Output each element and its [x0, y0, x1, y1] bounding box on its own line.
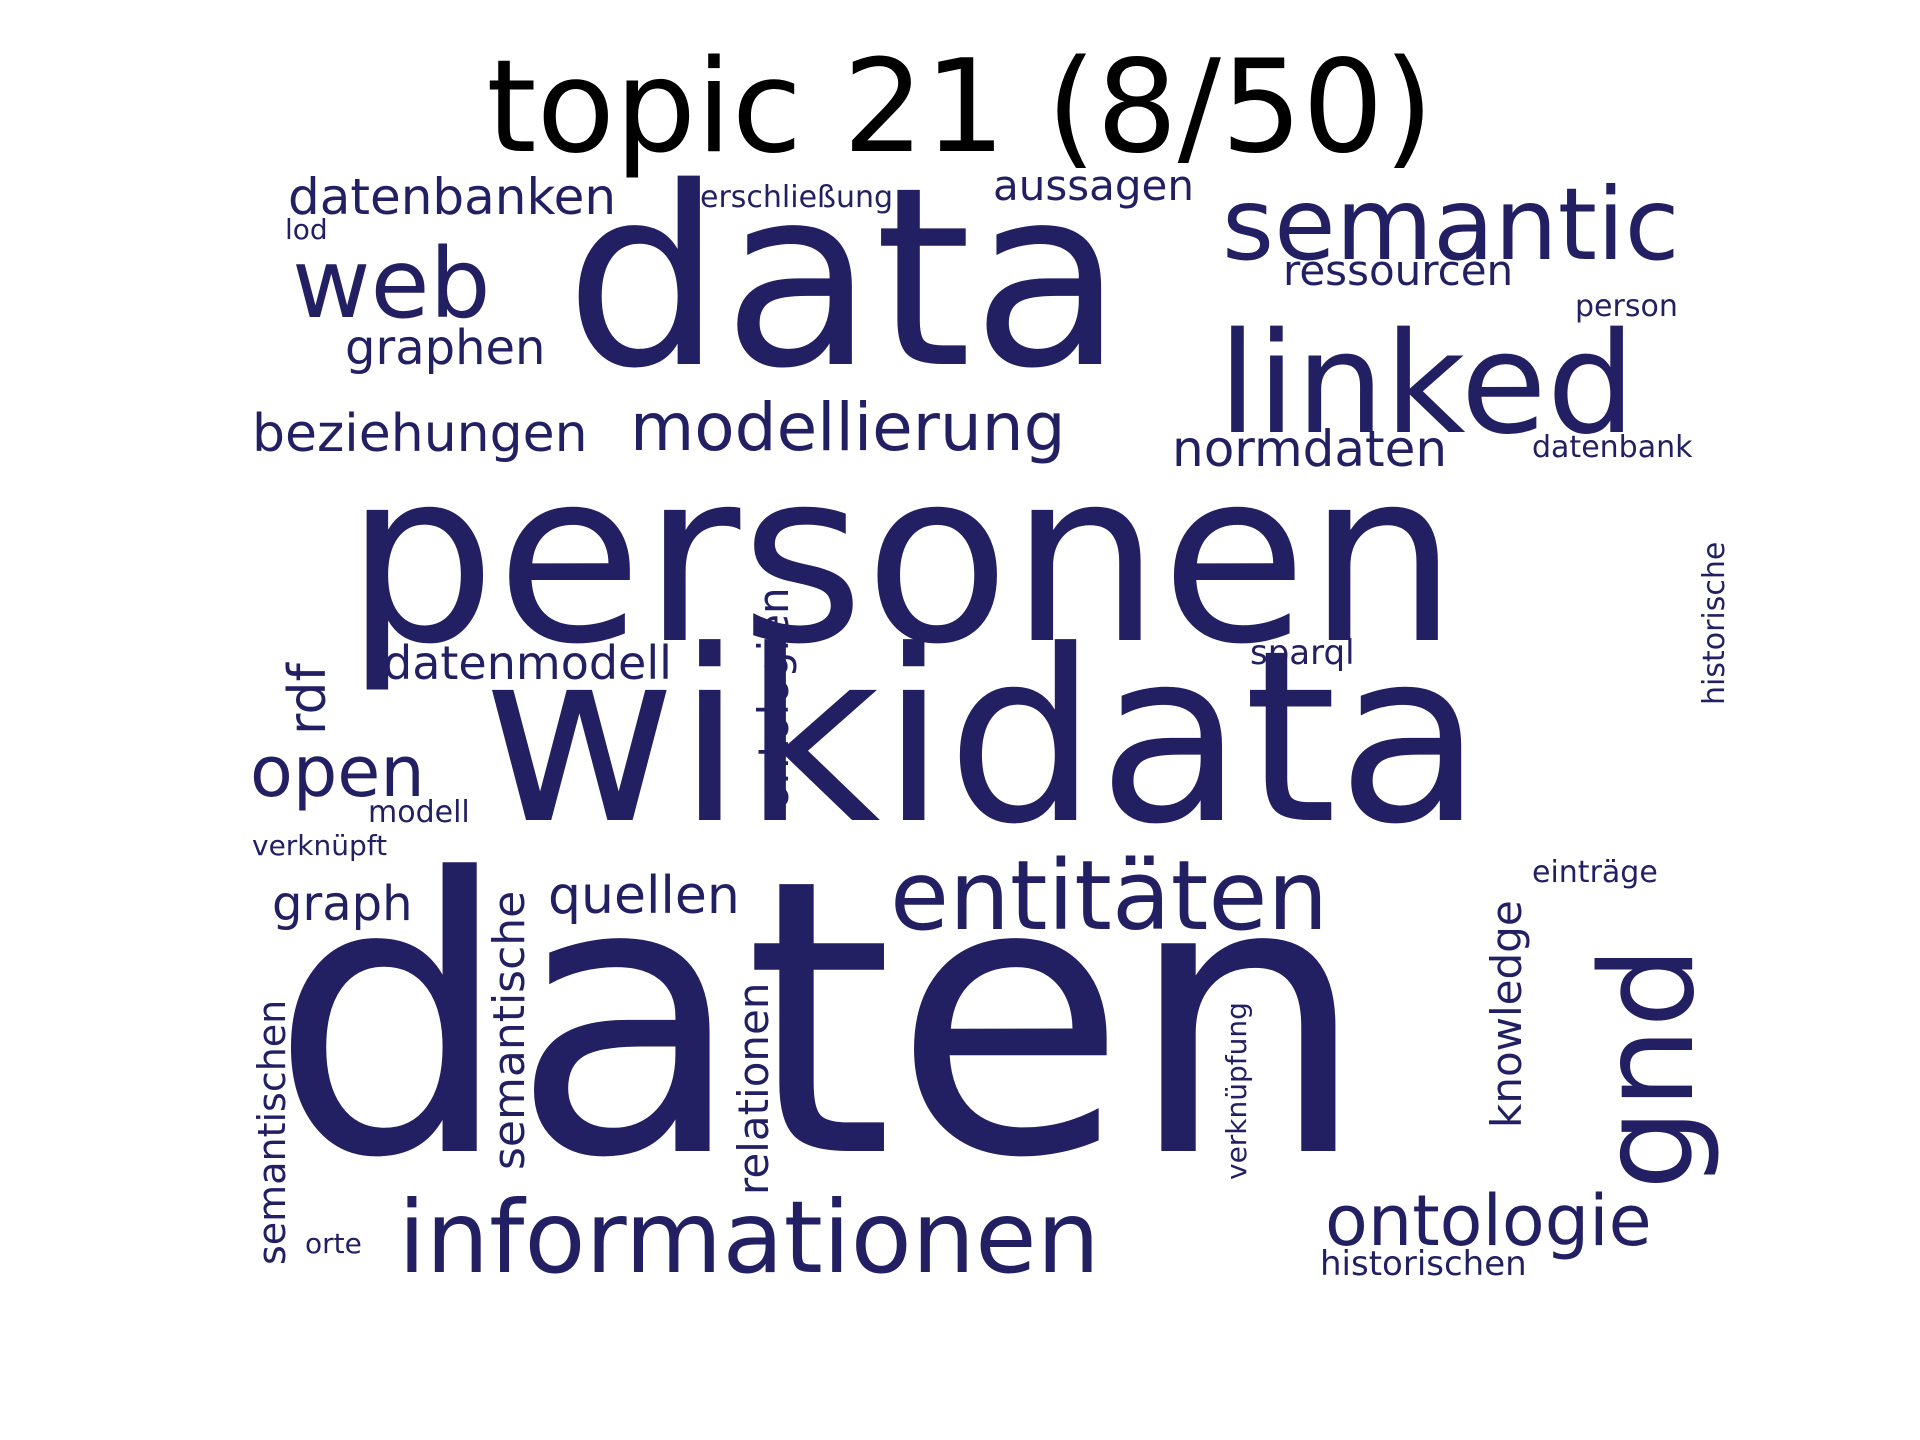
word-datenbanken: datenbanken: [288, 168, 617, 226]
word-wikidata: wikidata: [482, 600, 1483, 877]
word-aussagen: aussagen: [993, 161, 1194, 210]
word-data: data: [565, 135, 1124, 423]
word-person: person: [1575, 289, 1678, 324]
word-open: open: [250, 731, 425, 813]
word-orte: orte: [305, 1227, 362, 1260]
word-eintraege: einträge: [1532, 855, 1658, 890]
word-ontologie: ontologie: [1325, 1180, 1652, 1262]
word-historische: historische: [1697, 541, 1732, 705]
word-linked: linked: [1218, 303, 1636, 466]
word-normdaten: normdaten: [1172, 420, 1448, 478]
word-datenmodell: datenmodell: [383, 636, 672, 690]
word-graph: graph: [272, 876, 413, 932]
word-semantische: semantische: [484, 890, 535, 1170]
word-daten: daten: [270, 798, 1368, 1241]
chart-title: topic 21 (8/50): [486, 33, 1434, 182]
word-informationen: informationen: [398, 1179, 1101, 1296]
word-rdf: rdf: [278, 663, 338, 735]
word-gnd: gnd: [1574, 946, 1723, 1190]
word-quellen: quellen: [548, 866, 740, 926]
word-beziehungen: beziehungen: [252, 404, 588, 464]
word-semantischen: semantischen: [250, 999, 294, 1265]
word-modellierung: modellierung: [630, 389, 1066, 466]
word-sparql: sparql: [1250, 633, 1355, 673]
word-erschliessung: erschließung: [700, 180, 894, 215]
word-datenbank: datenbank: [1532, 430, 1693, 465]
word-lod: lod: [285, 213, 328, 246]
word-relationen: relationen: [729, 982, 778, 1195]
word-modell: modell: [368, 795, 470, 830]
word-ontologien: ontologien: [749, 587, 798, 810]
word-verknuepft: verknüpft: [252, 829, 388, 862]
word-ressourcen: ressourcen: [1283, 246, 1514, 295]
word-knowledge: knowledge: [1482, 900, 1531, 1128]
word-entitaeten: entitäten: [890, 840, 1329, 952]
word-graphen: graphen: [345, 320, 546, 376]
word-web: web: [292, 228, 491, 340]
word-personen: personen: [345, 420, 1459, 697]
word-verknuepfung: verknüpfung: [1220, 1002, 1253, 1180]
word-semantic: semantic: [1222, 166, 1680, 283]
word-historischen: historischen: [1320, 1244, 1527, 1284]
